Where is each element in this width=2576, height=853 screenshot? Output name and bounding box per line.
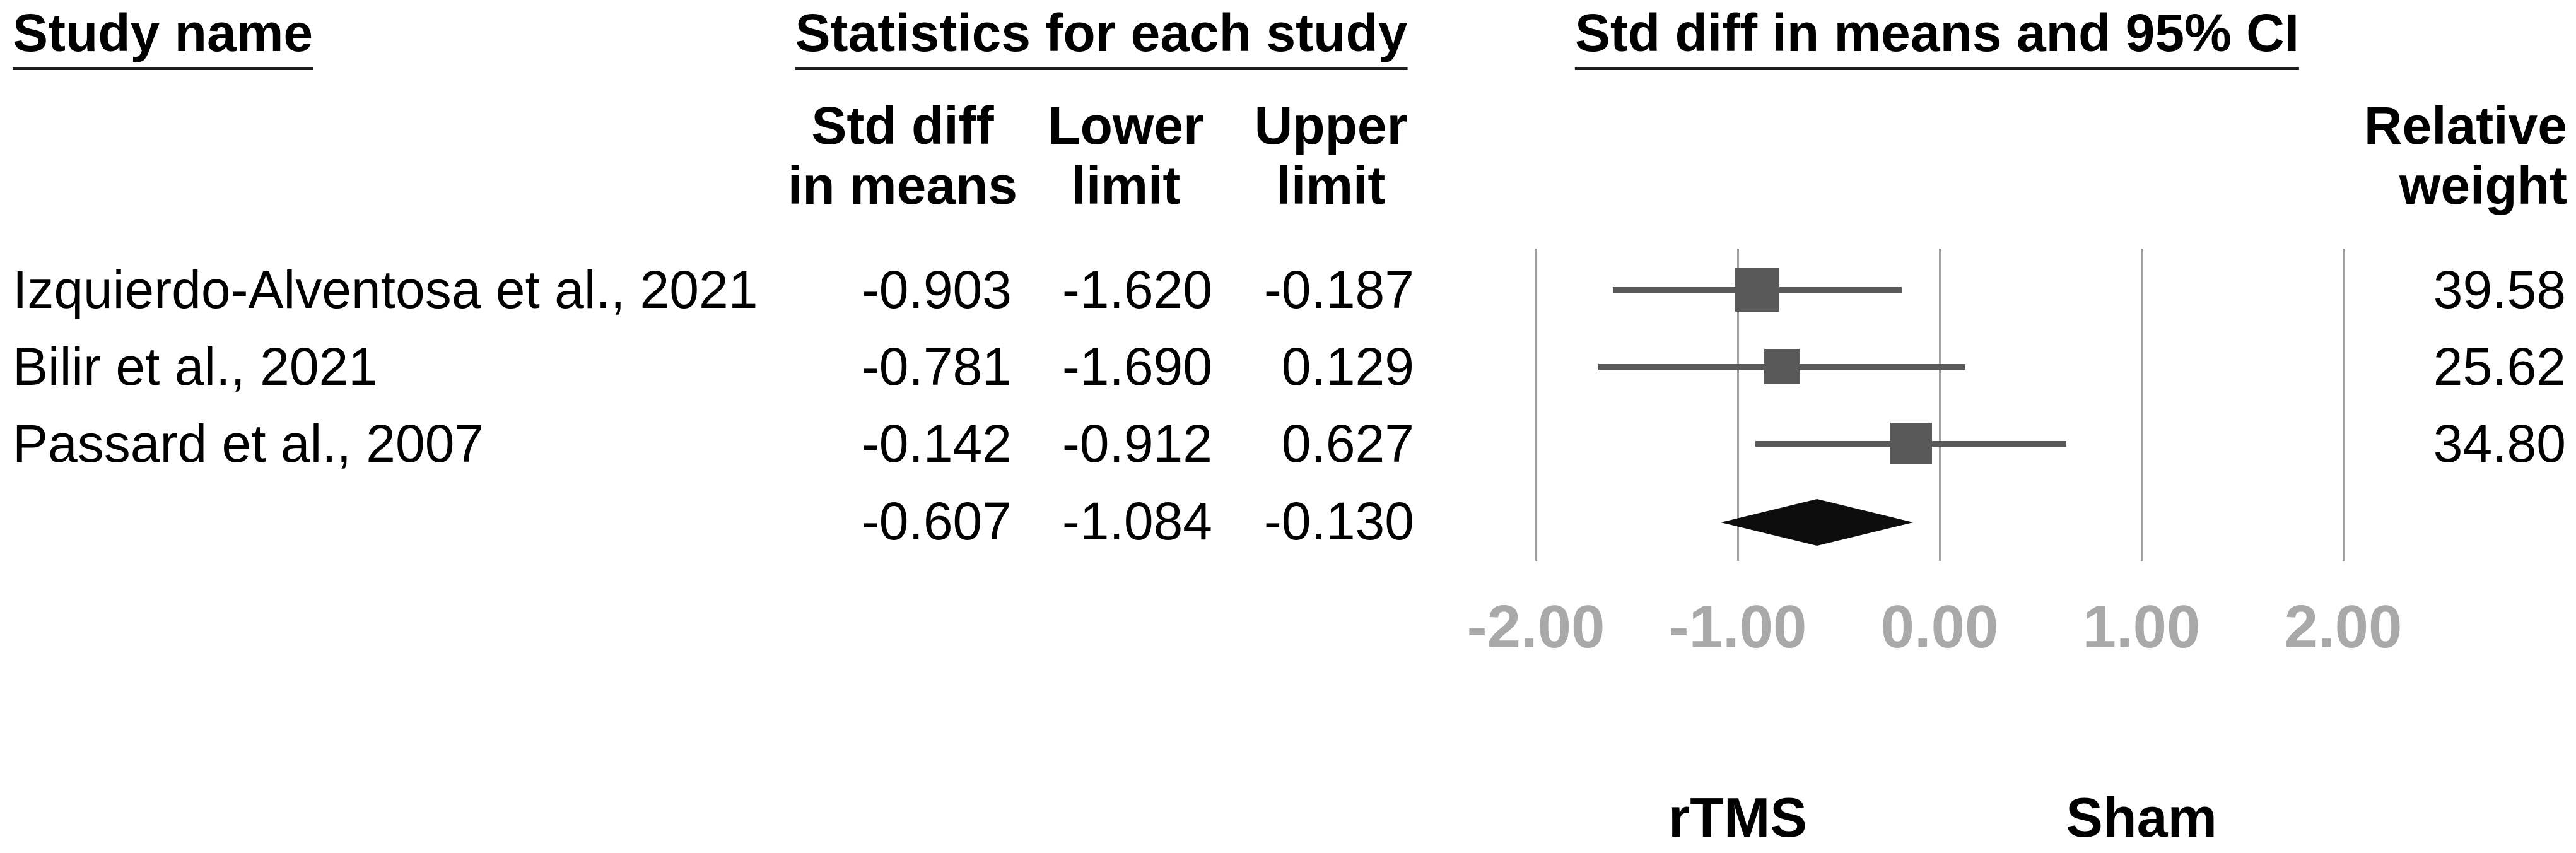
upper-limit-value: 0.627 xyxy=(1281,414,1414,473)
study-name-header: Study name xyxy=(13,4,313,70)
column-header-lower-line1: Lower xyxy=(1048,96,1204,155)
axis-tick-label: -2.00 xyxy=(1467,593,1605,661)
column-header-lower-limit: Lower limit xyxy=(1048,96,1203,216)
point-estimate-square xyxy=(1764,349,1800,384)
column-header-std-diff-line2: in means xyxy=(787,156,1018,215)
axis-tick-label: 0.00 xyxy=(1880,593,1999,661)
column-header-upper-line2: limit xyxy=(1276,156,1386,215)
axis-gridline xyxy=(1938,249,1941,561)
upper-limit-value: 0.129 xyxy=(1281,337,1414,396)
point-estimate-square xyxy=(1735,268,1780,312)
relative-weight-value: 34.80 xyxy=(2433,414,2566,473)
group-label-left: rTMS xyxy=(1668,786,1807,849)
pooled-upper-limit-value: -0.130 xyxy=(1263,491,1414,551)
column-header-upper-limit: Upper limit xyxy=(1255,96,1408,216)
column-header-relative-weight: Relative weight xyxy=(2364,96,2567,216)
point-estimate-square xyxy=(1890,423,1932,464)
axis-tick-label: 2.00 xyxy=(2284,593,2403,661)
column-header-weight-line2: weight xyxy=(2399,156,2567,215)
std-diff-value: -0.903 xyxy=(861,260,1012,319)
relative-weight-value: 25.62 xyxy=(2433,337,2566,396)
study-name: Izquierdo-Alventosa et al., 2021 xyxy=(13,260,758,319)
axis-gridline xyxy=(2140,249,2143,561)
axis-gridline xyxy=(1736,249,1739,561)
statistics-header: Statistics for each study xyxy=(795,4,1408,70)
column-header-std-diff: Std diff in means xyxy=(788,96,1017,216)
lower-limit-value: -1.690 xyxy=(1062,337,1212,396)
std-diff-value: -0.781 xyxy=(861,337,1012,396)
column-header-upper-line1: Upper xyxy=(1254,96,1408,155)
relative-weight-value: 39.58 xyxy=(2433,260,2566,319)
lower-limit-value: -1.620 xyxy=(1062,260,1212,319)
study-name: Passard et al., 2007 xyxy=(13,414,484,473)
ci-plot-header: Std diff in means and 95% CI xyxy=(1574,4,2300,70)
upper-limit-value: -0.187 xyxy=(1263,260,1414,319)
column-header-std-diff-line1: Std diff xyxy=(811,96,994,155)
column-header-weight-line1: Relative xyxy=(2363,96,2567,155)
axis-gridline xyxy=(2342,249,2345,561)
axis-gridline xyxy=(1535,249,1537,561)
std-diff-value: -0.142 xyxy=(861,414,1012,473)
study-name: Bilir et al., 2021 xyxy=(13,337,378,396)
group-label-right: Sham xyxy=(2066,786,2217,849)
axis-tick-label: 1.00 xyxy=(2082,593,2201,661)
lower-limit-value: -0.912 xyxy=(1062,414,1212,473)
column-header-lower-line2: limit xyxy=(1071,156,1181,215)
pooled-diamond xyxy=(1721,499,1914,546)
pooled-lower-limit-value: -1.084 xyxy=(1062,491,1212,551)
pooled-std-diff-value: -0.607 xyxy=(861,491,1012,551)
axis-tick-label: -1.00 xyxy=(1668,593,1807,661)
